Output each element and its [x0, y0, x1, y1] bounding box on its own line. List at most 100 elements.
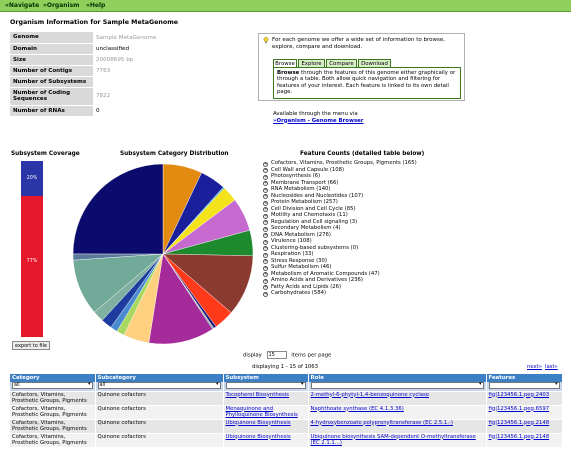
column-header-role[interactable]: Role [308, 374, 487, 382]
role-cell[interactable]: 2-methyl-6-phytyl-1,4-benzoquinone cycla… [308, 391, 487, 406]
subcategory-cell: Quinone cofactors [95, 391, 224, 406]
column-header-subsystem[interactable]: Subsystem [223, 374, 309, 382]
feature-count-item[interactable]: + Regulation and Cell signaling (3) [263, 219, 417, 225]
feature-count-item[interactable]: + Amino Acids and Derivatives (236) [263, 277, 417, 284]
features-text[interactable]: fig|123456.1.peg.2148 [488, 419, 550, 426]
expand-icon[interactable]: + [263, 181, 268, 186]
feature-count-item[interactable]: + Motility and Chemotaxis (11) [263, 212, 417, 219]
panel-bold-word: Browse [277, 70, 300, 76]
feature-count-item[interactable]: + Nucleosides and Nucleotides (107) [263, 193, 417, 199]
subsystem-cell[interactable]: Menaquinone and Phylloquinone Biosynthes… [223, 405, 309, 420]
pie-slice[interactable] [72, 163, 164, 255]
feature-count-item[interactable]: + Carbohydrates (584) [263, 290, 417, 297]
feature-count-label: Respiration (33) [271, 251, 314, 257]
expand-icon[interactable]: + [263, 174, 268, 180]
expand-icon[interactable]: + [263, 194, 268, 199]
expand-icon[interactable]: + [263, 259, 268, 264]
distribution-title: Subsystem Category Distribution [120, 151, 229, 157]
expand-icon[interactable]: + [263, 291, 268, 297]
feature-count-item[interactable]: + Respiration (33) [263, 251, 417, 258]
last-page-link[interactable]: last» [545, 364, 558, 370]
role-text[interactable]: 2-methyl-6-phytyl-1,4-benzoquinone cycla… [310, 391, 430, 398]
feature-count-item[interactable]: + Cell Wall and Capsule (108) [263, 167, 417, 173]
expand-icon[interactable]: + [263, 265, 268, 271]
feature-count-item[interactable]: + Clustering-based subsystems (0) [263, 245, 417, 251]
subcategory-cell: Quinone cofactors [95, 433, 224, 448]
role-filter-input[interactable] [310, 382, 484, 389]
role-text[interactable]: 4-hydroxybenzoate polyprenyltransferase … [310, 419, 453, 426]
expand-icon[interactable]: + [263, 200, 268, 206]
features-cell[interactable]: fig|123456.1.peg.6597 [486, 405, 563, 420]
expand-icon[interactable]: + [263, 252, 268, 258]
category-filter-select[interactable]: all [12, 382, 93, 389]
feature-count-item[interactable]: + Virulence (108) [263, 238, 417, 245]
features-text[interactable]: fig|123456.1.peg.2403 [488, 391, 550, 398]
menu-help[interactable]: »Help [86, 2, 106, 9]
expand-icon[interactable]: + [263, 233, 268, 238]
feature-count-item[interactable]: + Protein Metabolism (257) [263, 199, 417, 206]
role-cell[interactable]: Ubiquinone biosynthesis SAM-dependent O-… [308, 433, 487, 448]
expand-icon[interactable]: + [263, 161, 268, 167]
expand-icon[interactable]: + [263, 272, 268, 277]
expand-icon[interactable]: + [263, 285, 268, 290]
page-title: Organism Information for Sample MetaGeno… [10, 19, 179, 26]
features-cell[interactable]: fig|123456.1.peg.2403 [486, 391, 563, 406]
expand-icon[interactable]: + [263, 187, 268, 193]
genome-browser-link[interactable]: »Organism - Genome Browser [273, 117, 364, 124]
feature-count-item[interactable]: + Photosynthesis (6) [263, 173, 417, 180]
menu-navigate[interactable]: »Navigate [5, 2, 40, 9]
feature-count-item[interactable]: + Sulfur Metabolism (46) [263, 264, 417, 271]
tab-panel: Browse through the features of this geno… [273, 67, 461, 99]
feature-count-item[interactable]: + RNA Metabolism (140) [263, 186, 417, 193]
subsystem-text[interactable]: Tocopherol Biosynthesis [225, 391, 289, 398]
info-row: Number of Subsystems [10, 76, 230, 88]
tab-panel-description: Browse through the features of this geno… [277, 70, 457, 96]
features-filter-input[interactable] [488, 382, 560, 389]
column-header-category[interactable]: Category [10, 374, 96, 382]
feature-count-item[interactable]: + Secondary Metabolism (4) [263, 225, 417, 232]
subsystem-cell[interactable]: Tocopherol Biosynthesis [223, 391, 309, 406]
next-page-link[interactable]: next» [527, 364, 542, 370]
expand-icon[interactable]: + [263, 168, 268, 173]
subsystem-cell[interactable]: Ubiquinone Biosynthesis [223, 433, 309, 448]
feature-count-label: Motility and Chemotaxis (11) [271, 212, 348, 218]
info-label: Number of RNAs [10, 105, 93, 117]
expand-icon[interactable]: + [263, 246, 268, 251]
menu-organism[interactable]: »Organism [43, 2, 80, 9]
subsystem-text[interactable]: Ubiquinone Biosynthesis [225, 433, 291, 440]
column-header-features[interactable]: Features [486, 374, 563, 382]
per-page-input[interactable]: 15 [266, 351, 287, 359]
feature-count-item[interactable]: + Membrane Transport (66) [263, 180, 417, 186]
feature-count-item[interactable]: + Metabolism of Aromatic Compounds (47) [263, 271, 417, 277]
subsystem-filter-input[interactable] [225, 382, 306, 389]
coverage-covered-segment [21, 161, 43, 196]
pie-slice[interactable] [148, 253, 213, 345]
features-cell[interactable]: fig|123456.1.peg.2148 [486, 433, 563, 448]
features-text[interactable]: fig|123456.1.peg.6597 [488, 405, 550, 412]
features-text[interactable]: fig|123456.1.peg.2148 [488, 433, 550, 440]
role-text[interactable]: Naphthoate synthase (EC 4.1.3.36) [310, 405, 404, 412]
role-text[interactable]: Ubiquinone biosynthesis SAM-dependent O-… [310, 433, 476, 446]
per-page-control: display 15 items per page [243, 351, 331, 359]
expand-icon[interactable]: + [263, 213, 268, 219]
column-header-subcategory[interactable]: Subcategory [95, 374, 224, 382]
subsystem-text[interactable]: Ubiquinone Biosynthesis [225, 419, 291, 426]
feature-count-item[interactable]: + DNA Metabolism (276) [263, 232, 417, 238]
expand-icon[interactable]: + [263, 220, 268, 225]
role-cell[interactable]: 4-hydroxybenzoate polyprenyltransferase … [308, 419, 487, 434]
feature-count-item[interactable]: + Cofactors, Vitamins, Prosthetic Groups,… [263, 160, 417, 167]
coverage-covered-label: 20% [26, 176, 38, 181]
expand-icon[interactable]: + [263, 278, 268, 284]
subcategory-filter-select[interactable]: all [97, 382, 221, 389]
export-to-file-button[interactable]: export to file [12, 341, 50, 350]
role-cell[interactable]: Naphthoate synthase (EC 4.1.3.36) [308, 405, 487, 420]
features-cell[interactable]: fig|123456.1.peg.2148 [486, 419, 563, 434]
feature-count-item[interactable]: + Stress Response (30) [263, 258, 417, 264]
subsystem-cell[interactable]: Ubiquinone Biosynthesis [223, 419, 309, 434]
expand-icon[interactable]: + [263, 226, 268, 232]
feature-count-item[interactable]: + Cell Division and Cell Cycle (85) [263, 206, 417, 212]
expand-icon[interactable]: + [263, 239, 268, 245]
expand-icon[interactable]: + [263, 207, 268, 212]
feature-count-item[interactable]: + Fatty Acids and Lipids (26) [263, 284, 417, 290]
subsystem-text[interactable]: Menaquinone and Phylloquinone Biosynthes… [225, 405, 298, 418]
